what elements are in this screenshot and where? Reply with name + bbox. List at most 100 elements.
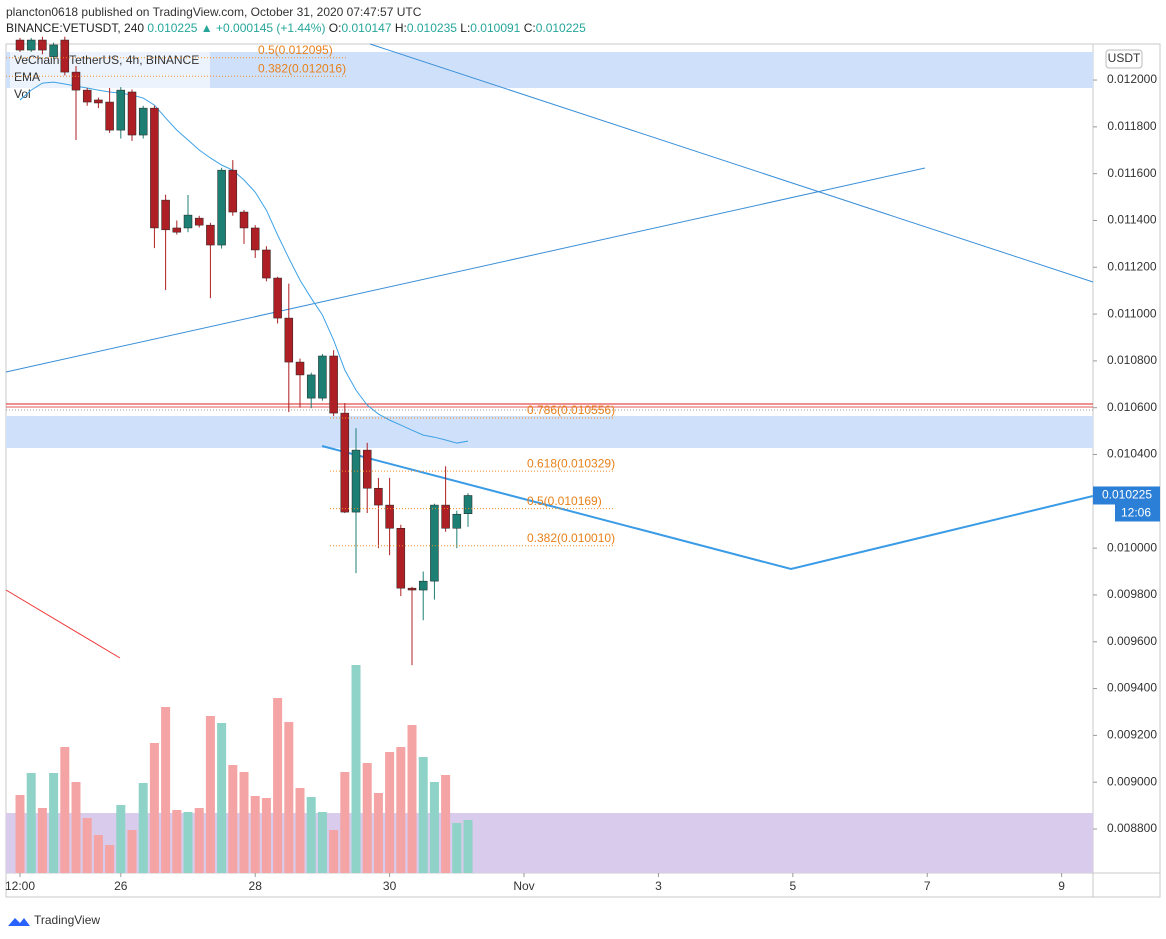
volume-bar (37, 808, 47, 873)
y-tick-label: 0.010600 (1107, 400, 1157, 414)
last: 0.010225 (147, 21, 198, 35)
fib-label: 0.382(0.010010) (527, 531, 615, 545)
volume-bar (93, 835, 103, 873)
volume-bar (60, 747, 70, 873)
volume-bar (250, 796, 260, 873)
volume-bar (239, 772, 249, 873)
y-tick-label: 0.011400 (1107, 213, 1156, 227)
candle-body (206, 224, 215, 246)
x-tick-label: 7 (924, 879, 931, 893)
c-label: C: (523, 21, 536, 35)
red-trend-line (5, 589, 121, 659)
y-tick-label: 0.010000 (1107, 540, 1157, 554)
x-tick-label: 28 (249, 879, 263, 893)
candle-body (418, 580, 428, 591)
volume-bar (284, 722, 294, 873)
candle-body (340, 412, 350, 513)
volume-bar (183, 812, 193, 873)
volume-bar (82, 818, 92, 873)
volume-bar (362, 763, 372, 873)
change-arrow: ▲ (200, 21, 213, 35)
volume-bar (71, 782, 81, 873)
volume-bar (351, 665, 361, 873)
volume-bar (340, 772, 350, 873)
volume-bar (105, 845, 115, 873)
volume-layer (15, 665, 473, 873)
candle-body (26, 39, 36, 51)
volume-bar (452, 823, 462, 873)
candle-body (385, 504, 394, 529)
candle-body (396, 527, 406, 589)
legend-ema: EMA (14, 70, 40, 84)
y-tick-label: 0.009800 (1107, 587, 1157, 601)
frame (5, 43, 1161, 898)
candle-body (284, 317, 294, 363)
candle-body (116, 89, 126, 131)
x-tick-label: 30 (383, 879, 397, 893)
candle-body (183, 214, 193, 229)
y-tick-label: 0.009200 (1107, 728, 1157, 742)
volume-bar (217, 723, 227, 873)
volume-bar (172, 810, 182, 873)
volume-bar (317, 812, 327, 873)
volume-bar (396, 747, 406, 873)
volume-bar (418, 757, 428, 873)
y-tick-label: 0.012000 (1107, 72, 1157, 86)
volume-bar (329, 830, 339, 873)
h-value: 0.010235 (406, 21, 457, 35)
volume-bar (407, 725, 417, 873)
countdown: 12:06 (1121, 506, 1151, 520)
candle-body (228, 169, 238, 213)
candle-body (430, 504, 439, 582)
volume-bar (306, 797, 316, 873)
fib-label: 0.786(0.010556) (527, 403, 615, 417)
candle-body (452, 513, 462, 529)
candle-body (306, 374, 316, 399)
x-tick-label: 5 (789, 879, 796, 893)
trend-line (369, 43, 1094, 283)
published-line: plancton0618 published on TradingView.co… (6, 5, 422, 19)
currency: USDT (1108, 51, 1141, 65)
candle-body (262, 249, 271, 279)
footer-brand: TradingView (34, 913, 100, 927)
volume-bar (429, 782, 439, 873)
volume-bar (127, 830, 137, 873)
currency-box (1105, 49, 1143, 69)
candle-body (329, 355, 338, 414)
volume-bar (194, 808, 204, 873)
fib-label: 0.618(0.010329) (527, 456, 615, 470)
fib-label: 0.5(0.012095) (258, 43, 333, 57)
candle-body (239, 211, 249, 229)
candle-body (407, 587, 417, 591)
volume-bar (441, 775, 451, 873)
volume-bar (49, 773, 59, 873)
y-tick-label: 0.010400 (1107, 447, 1157, 461)
y-tick-label: 0.011600 (1107, 166, 1156, 180)
candle-body (94, 99, 103, 104)
y-tick-label: 0.008800 (1107, 821, 1157, 835)
volume-bar (295, 788, 305, 873)
candle-body (295, 361, 305, 376)
countdown-box (1115, 504, 1160, 522)
y-tick-label: 0.009400 (1107, 681, 1157, 695)
candle-body (49, 44, 58, 57)
l-value: 0.010091 (470, 21, 521, 35)
change: +0.000145 (+1.44%) (216, 21, 326, 35)
trend-line (5, 167, 926, 373)
o-label: O: (328, 21, 342, 35)
candle-body (318, 355, 327, 399)
y-tick-label: 0.009000 (1107, 774, 1157, 788)
volume-bar (373, 793, 383, 873)
y-tick-label: 0.011000 (1107, 306, 1156, 320)
candle-body (15, 39, 25, 51)
x-tick-label: 9 (1058, 879, 1065, 893)
candle-body (273, 277, 282, 319)
last-price: 0.010225 (1102, 488, 1152, 502)
candle-body (250, 227, 260, 251)
volume-bar (273, 698, 283, 873)
x-tick-label: 26 (114, 879, 128, 893)
candle-body (38, 39, 47, 51)
y-tick-label: 0.011800 (1107, 119, 1156, 133)
y-tick-label: 0.010800 (1107, 353, 1157, 367)
